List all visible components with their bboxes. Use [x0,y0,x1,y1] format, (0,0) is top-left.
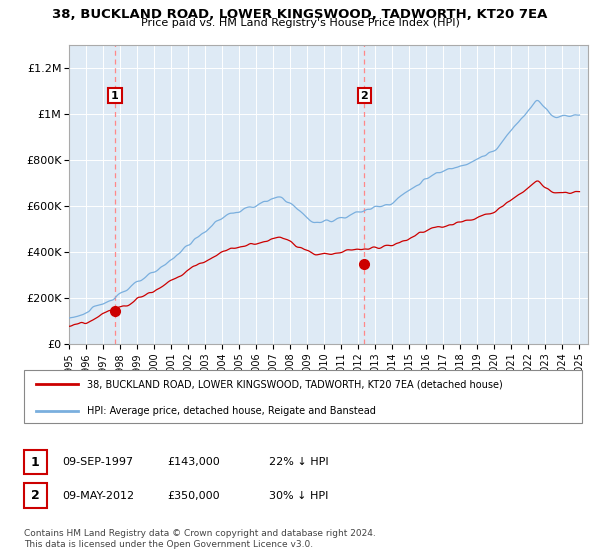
Text: 1: 1 [111,91,119,100]
Text: 22% ↓ HPI: 22% ↓ HPI [269,457,328,467]
Text: 09-SEP-1997: 09-SEP-1997 [62,457,133,467]
Text: Contains HM Land Registry data © Crown copyright and database right 2024.
This d: Contains HM Land Registry data © Crown c… [24,529,376,549]
Text: 1: 1 [31,455,40,469]
Text: Price paid vs. HM Land Registry's House Price Index (HPI): Price paid vs. HM Land Registry's House … [140,18,460,29]
Text: 2: 2 [361,91,368,100]
Text: 30% ↓ HPI: 30% ↓ HPI [269,491,328,501]
Text: £143,000: £143,000 [167,457,220,467]
Text: 09-MAY-2012: 09-MAY-2012 [62,491,134,501]
Text: 2: 2 [31,489,40,502]
Text: HPI: Average price, detached house, Reigate and Banstead: HPI: Average price, detached house, Reig… [87,406,376,416]
Text: £350,000: £350,000 [167,491,220,501]
Text: 38, BUCKLAND ROAD, LOWER KINGSWOOD, TADWORTH, KT20 7EA: 38, BUCKLAND ROAD, LOWER KINGSWOOD, TADW… [52,8,548,21]
Text: 38, BUCKLAND ROAD, LOWER KINGSWOOD, TADWORTH, KT20 7EA (detached house): 38, BUCKLAND ROAD, LOWER KINGSWOOD, TADW… [87,380,503,390]
